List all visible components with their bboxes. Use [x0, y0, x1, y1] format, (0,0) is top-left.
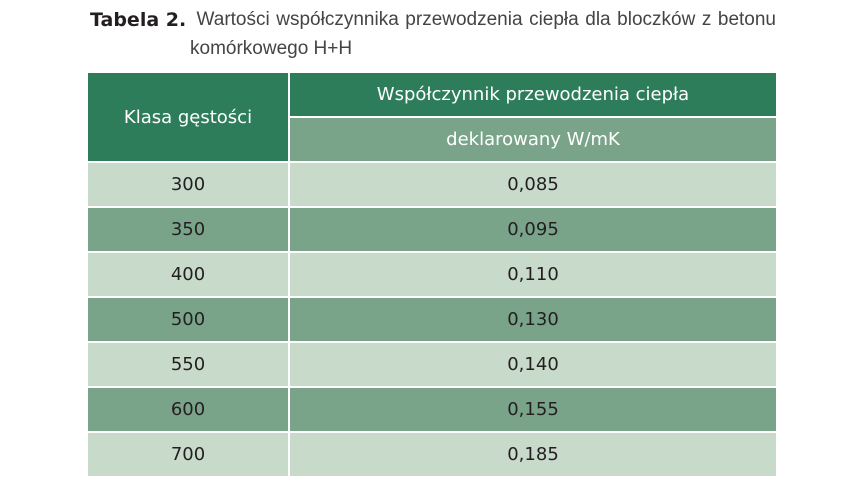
caption-word: dla [585, 9, 611, 30]
caption-word: bloczków [617, 9, 696, 30]
table-row: 500 0,130 [88, 298, 776, 343]
cell-conductivity: 0,095 [290, 208, 776, 253]
cell-density-class: 550 [88, 343, 290, 388]
cell-density-class: 600 [88, 388, 290, 433]
cell-conductivity: 0,085 [290, 163, 776, 208]
caption-word: Wartości [196, 9, 270, 30]
cell-conductivity: 0,155 [290, 388, 776, 433]
caption-word: betonu [717, 9, 776, 30]
header-declared-unit: deklarowany W/mK [290, 118, 776, 163]
caption-label: Tabela 2. [90, 9, 187, 31]
cell-conductivity: 0,140 [290, 343, 776, 388]
caption-word: z [701, 9, 712, 30]
table-row: 600 0,155 [88, 388, 776, 433]
table-row: 400 0,110 [88, 253, 776, 298]
thermal-conductivity-table: Klasa gęstości Współczynnik przewodzenia… [88, 73, 776, 478]
cell-conductivity: 0,110 [290, 253, 776, 298]
cell-conductivity: 0,185 [290, 433, 776, 478]
cell-density-class: 400 [88, 253, 290, 298]
caption-line-2: komórkowego H+H [90, 34, 776, 63]
table-row: 300 0,085 [88, 163, 776, 208]
cell-conductivity: 0,130 [290, 298, 776, 343]
cell-density-class: 350 [88, 208, 290, 253]
caption-word: ciepła [529, 9, 579, 30]
caption-word: współczynnika [276, 9, 399, 30]
table-caption: Tabela 2. Wartości współczynnika przewod… [90, 6, 776, 63]
table-row: 350 0,095 [88, 208, 776, 253]
header-conductivity: Współczynnik przewodzenia ciepła [290, 73, 776, 118]
caption-text-line-2: komórkowego H+H [190, 38, 353, 59]
cell-density-class: 500 [88, 298, 290, 343]
table-row: 700 0,185 [88, 433, 776, 478]
cell-density-class: 700 [88, 433, 290, 478]
caption-line-1: Tabela 2. Wartości współczynnika przewod… [90, 6, 776, 34]
caption-word: przewodzenia [405, 9, 523, 30]
table-row: 550 0,140 [88, 343, 776, 388]
cell-density-class: 300 [88, 163, 290, 208]
header-density-class: Klasa gęstości [88, 73, 290, 163]
